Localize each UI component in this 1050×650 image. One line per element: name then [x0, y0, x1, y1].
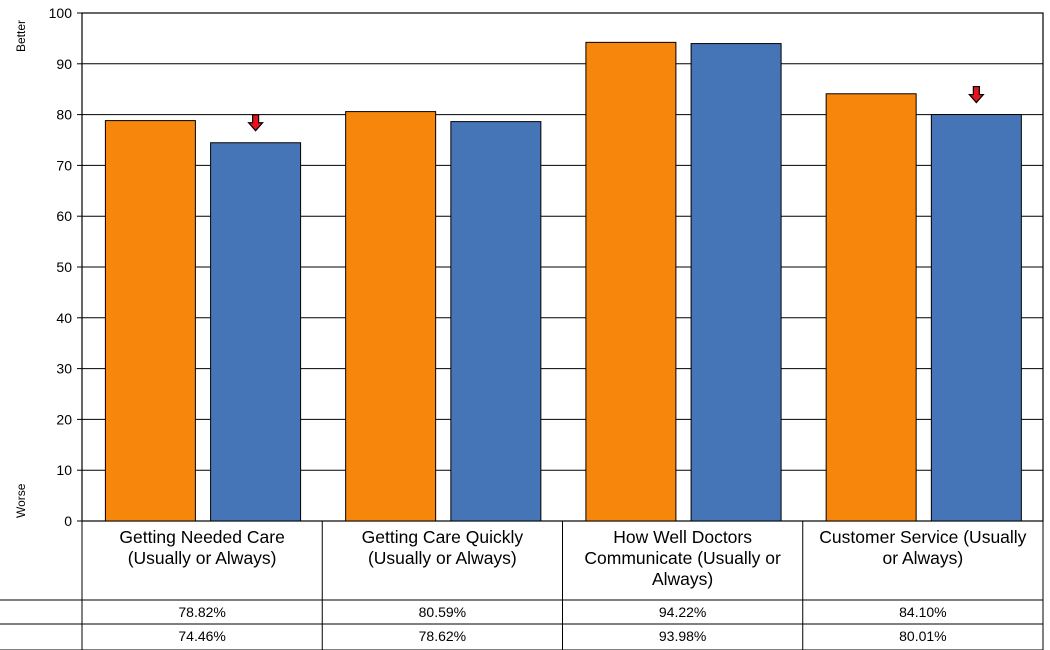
y-axis-top-label: Better: [14, 19, 28, 52]
bar: [210, 142, 302, 522]
data-label: 93.98%: [658, 628, 707, 644]
y-tick-label: 0: [64, 513, 72, 529]
bar: [450, 121, 542, 522]
y-axis-bottom-label: Worse: [14, 483, 28, 518]
y-tick-label: 70: [56, 157, 72, 173]
down-arrow-marker: [968, 85, 985, 104]
y-tick-label: 60: [56, 208, 72, 224]
x-tick-label: Customer Service (Usually or Always): [819, 527, 1027, 568]
y-tick-label: 50: [56, 259, 72, 275]
y-tick-label: 90: [56, 56, 72, 72]
bar: [345, 111, 437, 522]
y-tick-label: 10: [56, 462, 72, 478]
x-tick-label: How Well Doctors Communicate (Usually or…: [584, 527, 781, 589]
y-tick-label: 30: [56, 361, 72, 377]
bar: [104, 120, 196, 522]
x-tick-label: Getting Needed Care (Usually or Always): [119, 527, 285, 568]
data-label: 84.10%: [899, 604, 947, 620]
data-label: 80.01%: [899, 628, 947, 644]
data-label: 78.62%: [418, 628, 467, 644]
x-tick-label: Getting Care Quickly (Usually or Always): [361, 527, 524, 568]
bar: [690, 43, 782, 522]
data-label: 80.59%: [418, 604, 467, 620]
bar: [825, 93, 917, 522]
data-label: 94.22%: [658, 604, 707, 620]
bar: [930, 114, 1022, 522]
y-tick-label: 100: [49, 5, 73, 21]
y-tick-label: 40: [56, 310, 72, 326]
data-label: 78.82%: [178, 604, 226, 620]
y-tick-label: 20: [56, 411, 72, 427]
y-tick-label: 80: [56, 107, 72, 123]
data-label: 74.46%: [178, 628, 226, 644]
down-arrow-marker: [247, 114, 264, 132]
bar: [585, 41, 677, 522]
